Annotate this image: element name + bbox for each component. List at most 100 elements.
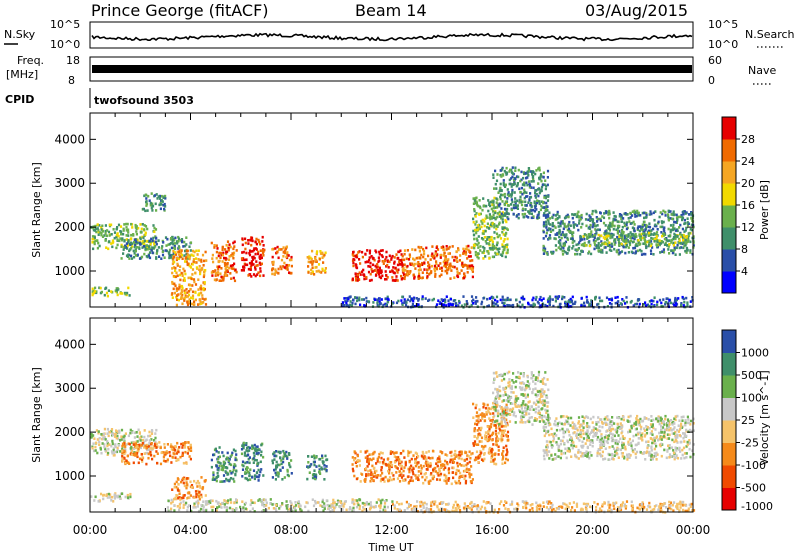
range-cell — [459, 471, 462, 475]
range-cell — [669, 301, 673, 305]
range-cell — [247, 267, 250, 271]
range-cell — [473, 237, 476, 241]
range-cell — [106, 229, 109, 232]
range-cell — [257, 238, 260, 242]
range-cell — [537, 194, 540, 198]
noise-tick-bottom-left: 10^0 — [50, 38, 80, 51]
range-cell — [226, 473, 229, 476]
range-cell — [171, 292, 174, 295]
range-cell — [620, 242, 623, 246]
range-cell — [193, 479, 196, 483]
range-cell — [530, 186, 533, 189]
range-cell — [97, 230, 100, 234]
range-cell — [150, 206, 153, 210]
range-cell — [504, 183, 507, 187]
range-cell — [172, 249, 175, 253]
range-cell — [204, 269, 207, 272]
range-cell — [422, 247, 425, 251]
range-cell — [142, 207, 145, 211]
range-cell — [369, 272, 372, 276]
range-cell — [616, 295, 619, 299]
range-cell — [115, 246, 118, 250]
range-cell — [652, 305, 655, 308]
range-cell — [116, 226, 119, 229]
range-cell — [471, 259, 474, 262]
range-cell — [534, 202, 537, 206]
range-cell — [286, 473, 289, 477]
range-cell — [500, 439, 503, 443]
range-cell — [282, 251, 285, 254]
range-cell — [379, 451, 382, 454]
range-cell — [124, 292, 127, 296]
range-cell — [113, 231, 117, 234]
range-cell — [482, 245, 485, 249]
range-cell — [542, 244, 545, 248]
range-cell — [688, 231, 691, 235]
range-cell — [226, 451, 229, 455]
range-cell — [158, 255, 161, 258]
range-cell — [498, 247, 501, 250]
range-cell — [141, 223, 144, 226]
range-cell — [252, 469, 256, 472]
range-cell — [124, 432, 127, 435]
range-cell — [685, 237, 688, 240]
range-cell — [523, 190, 526, 194]
range-cell — [551, 251, 555, 255]
range-cell — [669, 234, 672, 237]
range-cell — [177, 496, 180, 500]
range-cell — [341, 303, 345, 306]
range-cell — [220, 468, 223, 471]
range-cell — [180, 288, 183, 292]
range-cell — [127, 241, 130, 244]
range-cell — [501, 301, 504, 304]
range-cell — [241, 460, 245, 464]
range-cell — [391, 302, 394, 305]
range-cell — [474, 201, 477, 205]
range-cell — [482, 229, 485, 233]
range-cell — [446, 477, 449, 481]
range-cell — [604, 232, 607, 235]
range-cell — [574, 223, 577, 226]
range-cell — [378, 300, 381, 303]
range-cell — [202, 301, 205, 304]
range-cell — [451, 458, 454, 462]
range-cell — [171, 296, 174, 299]
range-cell — [480, 445, 484, 448]
range-cell — [548, 303, 551, 306]
range-cell — [288, 453, 291, 456]
range-cell — [462, 264, 465, 267]
range-cell — [492, 459, 495, 462]
range-cell — [308, 255, 311, 258]
range-cell — [449, 458, 452, 462]
range-cell — [496, 419, 499, 423]
range-cell — [408, 470, 411, 474]
range-cell — [427, 264, 430, 268]
range-cell — [355, 477, 358, 481]
range-cell — [259, 460, 262, 464]
range-cell — [481, 415, 484, 418]
range-cell — [141, 246, 144, 249]
range-cell — [377, 455, 380, 459]
range-cell — [396, 477, 400, 480]
range-cell — [615, 228, 618, 231]
range-cell — [636, 209, 639, 213]
range-cell — [354, 263, 357, 266]
range-cell — [425, 451, 428, 454]
range-cell — [421, 271, 424, 274]
range-cell — [617, 300, 620, 303]
range-cell — [139, 243, 142, 246]
range-cell — [284, 247, 287, 251]
range-cell — [545, 394, 548, 398]
range-cell — [240, 447, 244, 451]
range-cell — [672, 210, 675, 213]
range-cell — [621, 236, 624, 240]
range-cell — [655, 236, 658, 240]
range-cell — [546, 213, 550, 216]
range-cell — [248, 253, 252, 257]
range-cell — [427, 450, 430, 453]
range-cell — [503, 203, 506, 207]
range-cell — [216, 460, 219, 464]
range-cell — [140, 453, 143, 456]
range-cell — [94, 227, 97, 231]
range-cell — [551, 222, 554, 225]
